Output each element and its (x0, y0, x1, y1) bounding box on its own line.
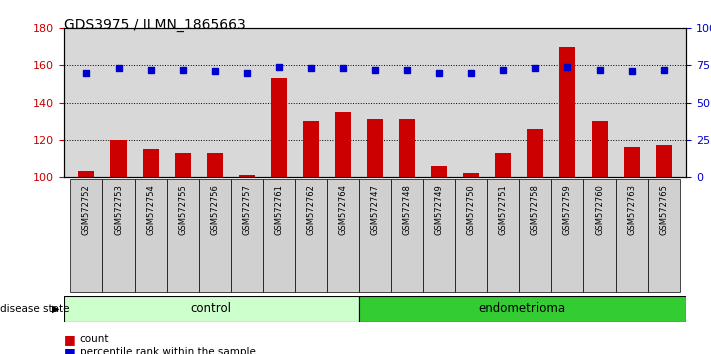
Bar (359, 179, 391, 292)
Text: GSM572763: GSM572763 (627, 184, 636, 235)
Text: GDS3975 / ILMN_1865663: GDS3975 / ILMN_1865663 (64, 18, 246, 32)
Bar (239, 175, 255, 177)
Bar (358, 296, 686, 322)
Bar (487, 179, 519, 292)
Bar (143, 149, 159, 177)
Text: GSM572749: GSM572749 (434, 184, 444, 235)
Bar (335, 112, 351, 177)
Bar (391, 179, 423, 292)
Bar (102, 179, 134, 292)
Bar (271, 79, 287, 177)
Bar (207, 153, 223, 177)
Bar (423, 179, 455, 292)
Bar (198, 179, 231, 292)
Bar (166, 179, 198, 292)
Text: GSM572759: GSM572759 (563, 184, 572, 235)
Text: GSM572757: GSM572757 (242, 184, 251, 235)
Text: GSM572762: GSM572762 (306, 184, 316, 235)
Bar (231, 179, 263, 292)
Bar (303, 121, 319, 177)
Bar (70, 179, 102, 292)
Bar (431, 166, 447, 177)
Text: GSM572758: GSM572758 (531, 184, 540, 235)
Bar (616, 179, 648, 292)
Text: GSM572756: GSM572756 (210, 184, 219, 235)
Text: disease state: disease state (0, 304, 70, 314)
Bar (175, 153, 191, 177)
Text: ▶: ▶ (52, 304, 60, 314)
Bar (464, 173, 479, 177)
Text: GSM572754: GSM572754 (146, 184, 155, 235)
Bar (134, 179, 166, 292)
Text: GSM572760: GSM572760 (595, 184, 604, 235)
Bar (399, 119, 415, 177)
Bar (592, 121, 607, 177)
Text: GSM572764: GSM572764 (338, 184, 348, 235)
Bar (367, 119, 383, 177)
Bar (519, 179, 552, 292)
Text: percentile rank within the sample: percentile rank within the sample (80, 347, 255, 354)
Text: GSM572753: GSM572753 (114, 184, 123, 235)
Text: count: count (80, 334, 109, 344)
Bar (295, 179, 327, 292)
Bar (78, 171, 95, 177)
Bar (263, 179, 295, 292)
Bar (560, 47, 575, 177)
Text: ■: ■ (64, 333, 76, 346)
Text: GSM572752: GSM572752 (82, 184, 91, 235)
Text: GSM572751: GSM572751 (499, 184, 508, 235)
Text: GSM572755: GSM572755 (178, 184, 187, 235)
Text: ■: ■ (64, 346, 76, 354)
Bar (455, 179, 487, 292)
Bar (624, 147, 640, 177)
Text: GSM572748: GSM572748 (402, 184, 412, 235)
Text: GSM572765: GSM572765 (659, 184, 668, 235)
Bar (64, 296, 358, 322)
Bar (496, 153, 511, 177)
Text: endometrioma: endometrioma (479, 302, 566, 315)
Bar (528, 129, 543, 177)
Bar (656, 145, 672, 177)
Bar (584, 179, 616, 292)
Text: GSM572750: GSM572750 (466, 184, 476, 235)
Text: control: control (191, 302, 232, 315)
Bar (552, 179, 584, 292)
Text: GSM572747: GSM572747 (370, 184, 380, 235)
Bar (327, 179, 359, 292)
Bar (648, 179, 680, 292)
Bar (110, 140, 127, 177)
Text: GSM572761: GSM572761 (274, 184, 284, 235)
